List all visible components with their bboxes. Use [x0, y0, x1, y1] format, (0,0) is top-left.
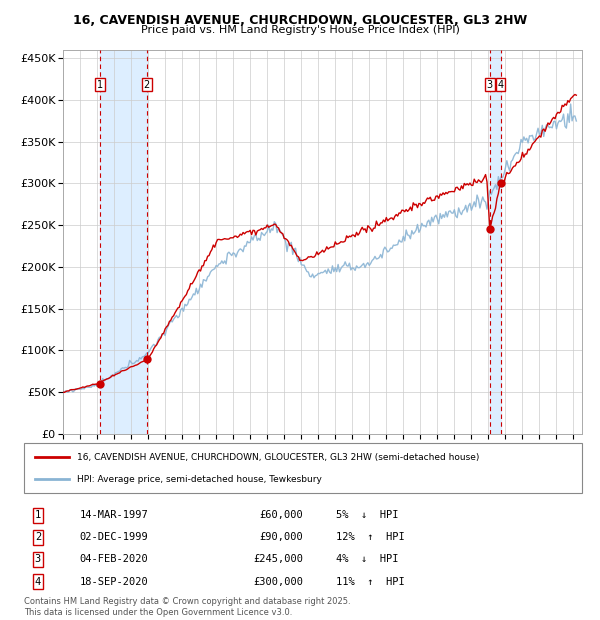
Text: 14-MAR-1997: 14-MAR-1997	[80, 510, 149, 520]
Text: £245,000: £245,000	[253, 554, 303, 564]
Text: 1: 1	[97, 80, 103, 90]
Text: £60,000: £60,000	[259, 510, 303, 520]
Text: 3: 3	[487, 80, 493, 90]
Text: HPI: Average price, semi-detached house, Tewkesbury: HPI: Average price, semi-detached house,…	[77, 474, 322, 484]
Text: 1: 1	[35, 510, 41, 520]
Text: £90,000: £90,000	[259, 533, 303, 542]
Text: 4%  ↓  HPI: 4% ↓ HPI	[337, 554, 399, 564]
Text: 11%  ↑  HPI: 11% ↑ HPI	[337, 577, 405, 587]
Text: Contains HM Land Registry data © Crown copyright and database right 2025.
This d: Contains HM Land Registry data © Crown c…	[24, 598, 350, 617]
Text: 2: 2	[143, 80, 150, 90]
Text: 3: 3	[35, 554, 41, 564]
Bar	[100, 50, 147, 434]
Text: 4: 4	[497, 80, 504, 90]
Text: 04-FEB-2020: 04-FEB-2020	[80, 554, 149, 564]
Text: 4: 4	[35, 577, 41, 587]
Bar	[490, 50, 500, 434]
Text: 5%  ↓  HPI: 5% ↓ HPI	[337, 510, 399, 520]
Text: £300,000: £300,000	[253, 577, 303, 587]
Text: 12%  ↑  HPI: 12% ↑ HPI	[337, 533, 405, 542]
Text: 2: 2	[35, 533, 41, 542]
Text: 16, CAVENDISH AVENUE, CHURCHDOWN, GLOUCESTER, GL3 2HW: 16, CAVENDISH AVENUE, CHURCHDOWN, GLOUCE…	[73, 14, 527, 27]
Text: 02-DEC-1999: 02-DEC-1999	[80, 533, 149, 542]
Text: 16, CAVENDISH AVENUE, CHURCHDOWN, GLOUCESTER, GL3 2HW (semi-detached house): 16, CAVENDISH AVENUE, CHURCHDOWN, GLOUCE…	[77, 453, 479, 462]
Text: 18-SEP-2020: 18-SEP-2020	[80, 577, 149, 587]
Text: Price paid vs. HM Land Registry's House Price Index (HPI): Price paid vs. HM Land Registry's House …	[140, 25, 460, 35]
